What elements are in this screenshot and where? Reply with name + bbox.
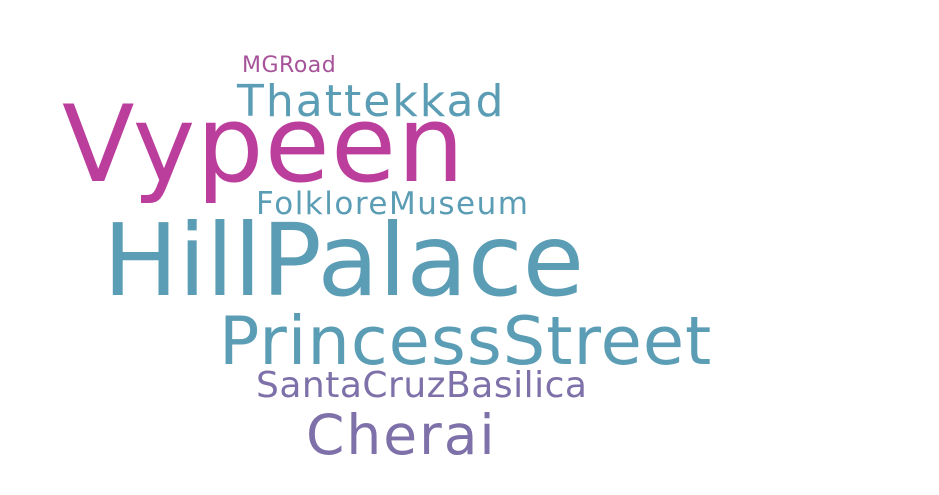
- word-princessstreet: PrincessStreet: [219, 302, 713, 380]
- word-vypeen: Vypeen: [62, 83, 466, 206]
- word-thattekkad: Thattekkad: [237, 76, 506, 127]
- word-hillpalace: HillPalace: [103, 202, 585, 319]
- word-santacruzbasilica: SantaCruzBasilica: [256, 365, 588, 406]
- word-mgroad: MGRoad: [242, 53, 337, 78]
- word-folkloremuseum: FolkloreMuseum: [256, 186, 530, 222]
- word-cherai: Cherai: [306, 403, 497, 467]
